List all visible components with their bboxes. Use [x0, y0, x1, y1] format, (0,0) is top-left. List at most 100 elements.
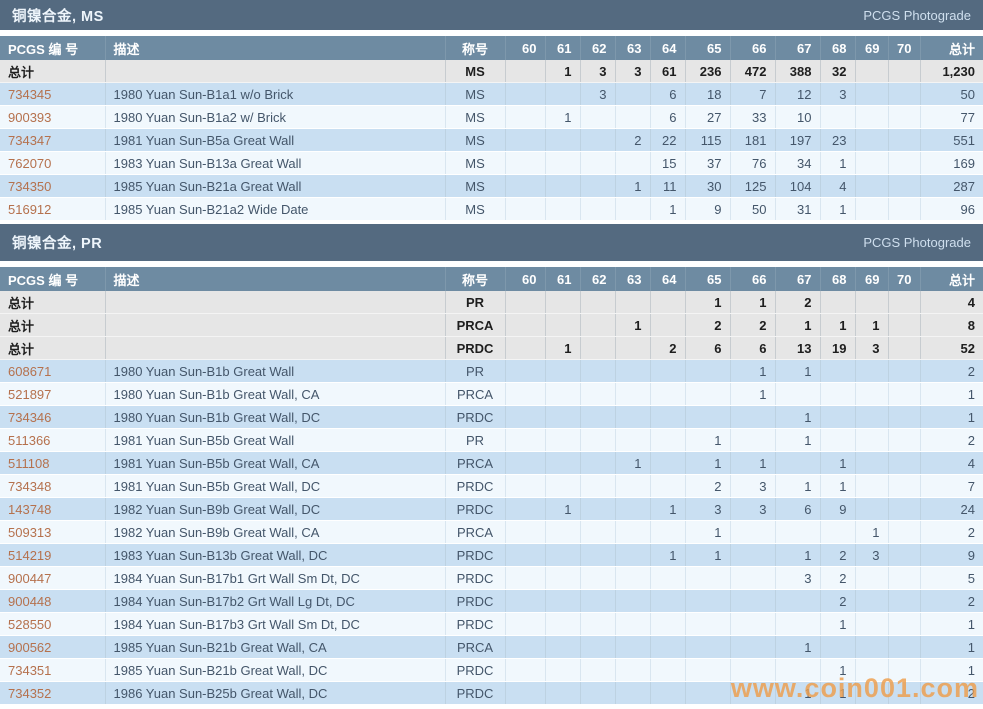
summary-grade-67: 1 [774, 313, 820, 337]
grade-69-count [854, 174, 888, 198]
grade-60-count [504, 405, 545, 429]
grade-69-count [854, 82, 888, 106]
col-header-grade-66: 66 [729, 267, 775, 291]
grade-64-count [649, 658, 685, 682]
row-total: 96 [919, 197, 983, 221]
coin-designation: MS [444, 128, 505, 152]
pcgs-number-link[interactable]: 511366 [8, 432, 51, 448]
pcgs-number-link[interactable]: 734347 [8, 132, 52, 148]
col-header-grade-68: 68 [819, 267, 855, 291]
pcgs-number-link[interactable]: 734348 [8, 478, 52, 494]
pcgs-number-link[interactable]: 528550 [8, 616, 52, 632]
grade-64-count [649, 520, 685, 544]
pcgs-number-link[interactable]: 734345 [8, 86, 52, 102]
col-header-grade-70: 70 [887, 267, 920, 291]
coin-row: 514219 1983 Yuan Sun-B13b Great Wall, DC P… [0, 543, 983, 567]
pcgs-number-link[interactable]: 143748 [8, 501, 52, 517]
summary-grade-63: 1 [614, 313, 650, 337]
grade-61-count [544, 359, 580, 383]
grade-61-count [544, 589, 580, 613]
grade-63-count [614, 635, 650, 659]
grade-65-count [684, 382, 730, 406]
pcgs-number-link[interactable]: 521897 [8, 386, 52, 402]
grade-68-count [819, 105, 855, 129]
coin-row: 143748 1982 Yuan Sun-B9b Great Wall, DC PR… [0, 497, 983, 521]
pcgs-number-cell: 734350 [0, 174, 105, 198]
col-header-grade-69: 69 [854, 36, 888, 60]
coin-designation: PRDC [444, 589, 505, 613]
coin-row: 511108 1981 Yuan Sun-B5b Great Wall, CA PR… [0, 451, 983, 475]
col-header-grade-61: 61 [544, 267, 580, 291]
coin-description: 1980 Yuan Sun-B1b Great Wall, DC [104, 405, 445, 429]
grade-68-count [819, 382, 855, 406]
coin-designation: PRCA [444, 635, 505, 659]
coin-description: 1986 Yuan Sun-B25b Great Wall, DC [104, 681, 445, 705]
pcgs-number-link[interactable]: 734352 [8, 685, 52, 701]
grade-67-count: 10 [774, 105, 820, 129]
summary-description [104, 60, 445, 83]
summary-grade-61: 1 [544, 60, 580, 83]
row-total: 2 [919, 589, 983, 613]
col-header-grade-70: 70 [887, 36, 920, 60]
grade-63-count [614, 497, 650, 521]
pcgs-number-link[interactable]: 900448 [8, 593, 52, 609]
grade-68-count: 3 [819, 82, 855, 106]
summary-grade-61 [544, 291, 580, 314]
pcgs-number-link[interactable]: 734350 [8, 178, 52, 194]
pcgs-number-link[interactable]: 511108 [8, 455, 50, 471]
pcgs-photograde-link[interactable]: PCGS Photograde [863, 7, 971, 23]
grade-66-count: 50 [729, 197, 775, 221]
grade-61-count [544, 658, 580, 682]
summary-grade-66: 1 [729, 291, 775, 314]
coin-description: 1983 Yuan Sun-B13a Great Wall [104, 151, 445, 175]
coin-row: 900562 1985 Yuan Sun-B21b Great Wall, CA P… [0, 635, 983, 659]
pcgs-number-link[interactable]: 900393 [8, 109, 52, 125]
grade-64-count [649, 451, 685, 475]
pcgs-number-link[interactable]: 900447 [8, 570, 52, 586]
grade-64-count [649, 405, 685, 429]
grade-70-count [887, 566, 920, 590]
pcgs-number-link[interactable]: 509313 [8, 524, 52, 540]
pcgs-number-link[interactable]: 514219 [8, 547, 52, 563]
col-header-grade-66: 66 [729, 36, 775, 60]
grade-62-count [579, 612, 615, 636]
grade-68-count: 1 [819, 451, 855, 475]
grade-61-count [544, 635, 580, 659]
pcgs-number-link[interactable]: 608671 [8, 363, 52, 379]
grade-60-count [504, 566, 545, 590]
grade-67-count: 31 [774, 197, 820, 221]
coin-designation: PRDC [444, 681, 505, 705]
summary-description [104, 291, 445, 314]
summary-label: 总计 [0, 291, 105, 314]
grade-60-count [504, 612, 545, 636]
grade-60-count [504, 451, 545, 475]
coin-row: 734351 1985 Yuan Sun-B21b Great Wall, DC P… [0, 658, 983, 682]
grade-69-count [854, 566, 888, 590]
grade-63-count [614, 658, 650, 682]
grade-61-count [544, 428, 580, 452]
grade-60-count [504, 543, 545, 567]
grade-62-count [579, 681, 615, 705]
summary-grade-62 [579, 336, 615, 360]
grade-69-count [854, 105, 888, 129]
grade-62-count [579, 635, 615, 659]
col-header-grade-63: 63 [614, 267, 650, 291]
grade-61-count [544, 520, 580, 544]
pcgs-number-link[interactable]: 734346 [8, 409, 52, 425]
pcgs-photograde-link[interactable]: PCGS Photograde [863, 235, 971, 250]
summary-grade-62 [579, 313, 615, 337]
grade-70-count [887, 197, 920, 221]
grade-68-count: 1 [819, 681, 855, 705]
coin-designation: MS [444, 174, 505, 198]
col-header-grade-67: 67 [774, 36, 820, 60]
pcgs-number-link[interactable]: 734351 [8, 662, 52, 678]
summary-designation: PR [444, 291, 505, 314]
pcgs-number-link[interactable]: 516912 [8, 201, 52, 217]
summary-grade-65: 236 [684, 60, 730, 83]
coin-designation: MS [444, 82, 505, 106]
pcgs-number-link[interactable]: 762070 [8, 155, 52, 171]
grade-69-count [854, 128, 888, 152]
grade-62-count [579, 128, 615, 152]
row-total: 287 [919, 174, 983, 198]
pcgs-number-link[interactable]: 900562 [8, 639, 52, 655]
